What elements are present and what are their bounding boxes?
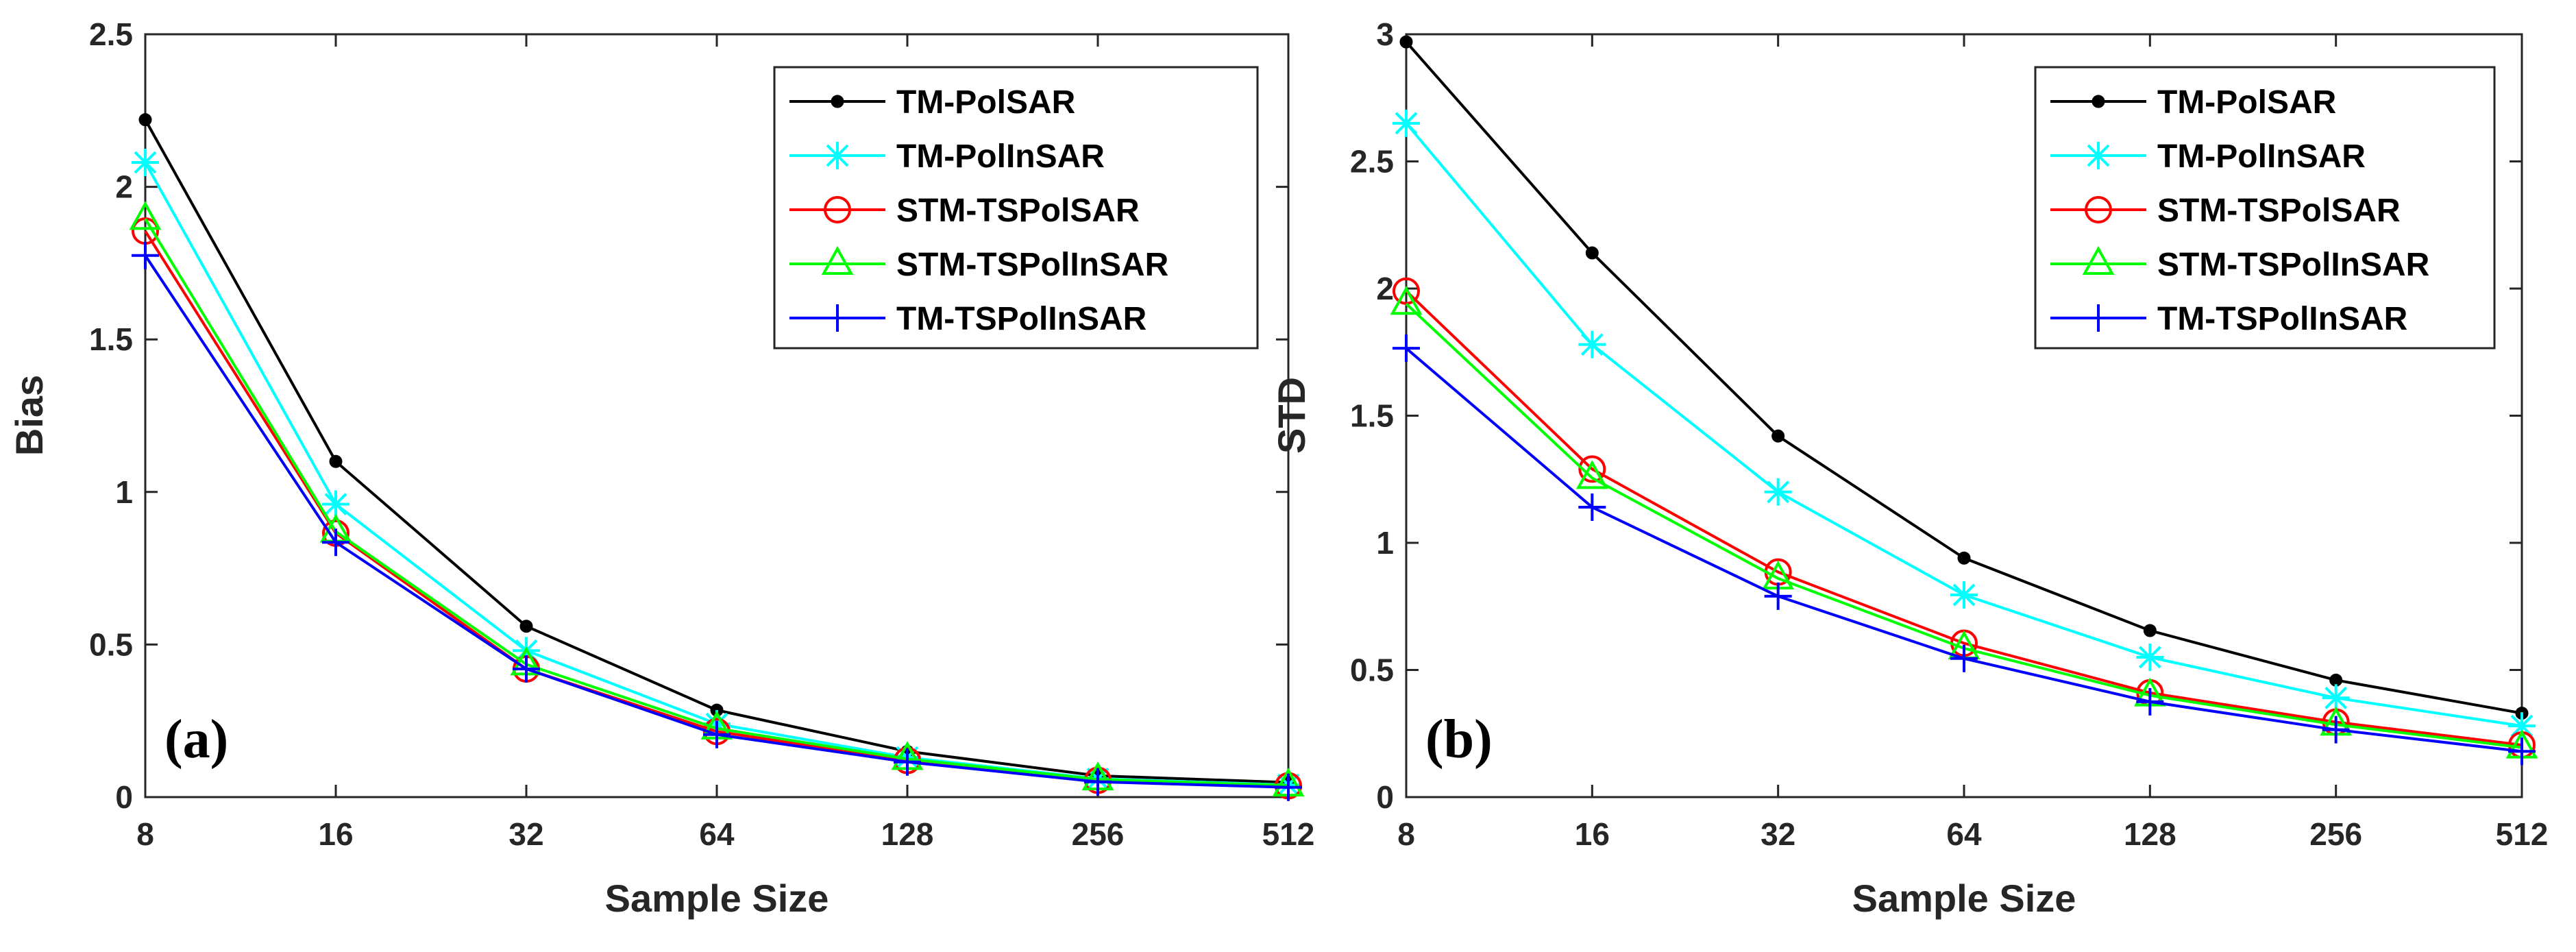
x-tick-label: 256 xyxy=(2309,816,2362,852)
x-tick-label: 128 xyxy=(881,816,934,852)
y-axis-label: STD xyxy=(1270,377,1313,454)
data-point xyxy=(132,148,159,176)
y-tick-label: 0.5 xyxy=(89,626,133,662)
data-point xyxy=(1771,429,1785,443)
data-point xyxy=(2322,716,2350,744)
data-point xyxy=(329,454,343,468)
y-tick-label: 1.5 xyxy=(89,321,133,357)
data-point xyxy=(1390,286,1423,315)
legend-marker xyxy=(824,142,851,169)
legend-label: TM-PolSAR xyxy=(896,84,1075,121)
data-point xyxy=(1957,551,1971,565)
y-tick-label: 0 xyxy=(1376,779,1394,815)
data-point xyxy=(132,241,159,269)
data-point xyxy=(1393,277,1420,305)
panel-label: (a) xyxy=(164,709,228,770)
x-tick-label: 128 xyxy=(2124,816,2176,852)
data-point xyxy=(138,113,152,127)
chart-b: 8 16 32 64 128 256 512 0 0.5 1 1.5 2 2.5 3 Sample Size… xyxy=(1270,16,2548,920)
x-axis-label: Sample Size xyxy=(605,877,829,920)
data-point xyxy=(2322,684,2350,712)
legend-marker xyxy=(2085,142,2112,169)
data-point xyxy=(1578,330,1606,358)
data-point xyxy=(703,720,731,748)
y-tick-label: 2 xyxy=(1376,271,1394,306)
legend-marker xyxy=(831,95,844,108)
x-tick-label: 512 xyxy=(1262,816,1315,852)
y-tick-label: 2 xyxy=(115,169,133,205)
data-point xyxy=(129,201,162,230)
data-point xyxy=(2136,643,2164,671)
data-point xyxy=(2508,737,2536,766)
data-point xyxy=(894,748,921,776)
x-tick-label: 64 xyxy=(1946,816,1982,852)
y-axis-label: Bias xyxy=(8,375,51,456)
y-tick-label: 1 xyxy=(115,474,133,510)
legend-label: STM-TSPolInSAR xyxy=(2157,247,2429,283)
legend: TM-PolSAR TM-PolInSAR STM-TSPolSAR STM-TSPo… xyxy=(2034,66,2496,350)
y-tick-label: 3 xyxy=(1376,16,1394,52)
legend-label: TM-TSPolInSAR xyxy=(896,301,1146,337)
data-point xyxy=(1575,460,1608,489)
data-point xyxy=(1084,768,1112,796)
data-point xyxy=(322,490,349,518)
x-tick-label: 64 xyxy=(699,816,735,852)
data-point xyxy=(1950,644,1978,672)
data-point xyxy=(2136,687,2164,716)
data-point xyxy=(2508,712,2536,740)
data-point xyxy=(1393,334,1420,363)
legend-marker xyxy=(2085,196,2112,223)
legend-marker xyxy=(2085,304,2112,332)
x-tick-label: 16 xyxy=(318,816,353,852)
legend-label: STM-TSPolSAR xyxy=(896,193,1140,229)
data-point xyxy=(1764,478,1792,506)
chart-a: 8 16 32 64 128 256 512 0 0.5 1 1.5 2 2.5 Sample Size B… xyxy=(8,16,1314,920)
panel-label: (b) xyxy=(1425,709,1493,770)
y-tick-label: 0 xyxy=(115,779,133,815)
data-point xyxy=(2143,624,2157,637)
data-point xyxy=(1578,455,1606,483)
data-point xyxy=(1399,35,1413,49)
x-axis-label: Sample Size xyxy=(1852,877,2076,920)
x-tick-label: 8 xyxy=(1397,816,1415,852)
x-tick-label: 8 xyxy=(136,816,154,852)
legend-label: STM-TSPolSAR xyxy=(2157,193,2401,229)
legend-box xyxy=(773,66,1259,350)
data-point xyxy=(519,620,533,633)
y-tick-label: 1 xyxy=(1376,525,1394,561)
legend-marker xyxy=(2092,95,2105,108)
x-tick-label: 16 xyxy=(1575,816,1610,852)
y-tick-label: 1.5 xyxy=(1350,398,1394,434)
x-tick-label: 512 xyxy=(2496,816,2549,852)
legend-label: TM-PolInSAR xyxy=(896,138,1105,175)
y-tick-label: 0.5 xyxy=(1350,652,1394,688)
legend-label: TM-PolSAR xyxy=(2157,84,2336,121)
legend-marker xyxy=(824,304,851,332)
y-tick-label: 2.5 xyxy=(1350,144,1394,180)
legend-label: STM-TSPolInSAR xyxy=(896,247,1168,283)
data-point xyxy=(1393,109,1420,137)
y-tick-label: 2.5 xyxy=(89,16,133,52)
x-tick-label: 32 xyxy=(1761,816,1795,852)
data-point xyxy=(322,528,349,557)
data-point xyxy=(513,655,540,683)
x-tick-label: 32 xyxy=(508,816,543,852)
data-point xyxy=(1578,493,1606,522)
legend-marker xyxy=(821,245,854,275)
legend-marker xyxy=(2082,245,2115,275)
data-point xyxy=(1764,582,1792,610)
legend-marker xyxy=(824,196,851,223)
x-tick-label: 256 xyxy=(1072,816,1125,852)
legend-label: TM-TSPolInSAR xyxy=(2157,301,2407,337)
legend: TM-PolSAR TM-PolInSAR STM-TSPolSAR STM-TSPo… xyxy=(773,66,1259,350)
data-point xyxy=(1275,773,1302,801)
legend-label: TM-PolInSAR xyxy=(2157,138,2366,175)
data-point xyxy=(1585,246,1599,260)
data-point xyxy=(1950,581,1978,609)
